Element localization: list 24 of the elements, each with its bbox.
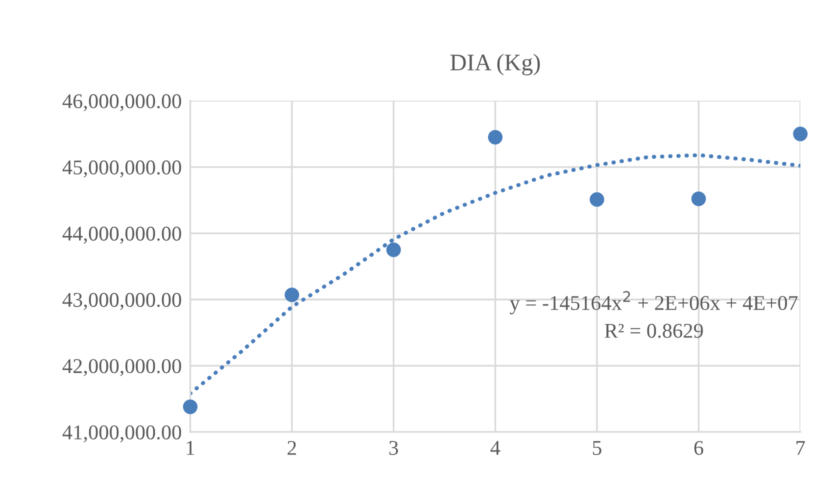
point [793, 126, 808, 142]
x-tick-label: 6 [694, 440, 704, 455]
point [284, 288, 300, 302]
x-tick-label: 1 [186, 441, 194, 455]
x-tick-label: 4 [490, 441, 500, 455]
y-tick-label: 44,000,000.00 [62, 226, 182, 244]
y-tick-label: 43,000,000.00 [62, 292, 182, 310]
y-tick-label: 41,000,000.00 [62, 425, 182, 442]
x-tick-label: 5 [592, 441, 602, 455]
point [386, 242, 401, 258]
x-tick-label: 2 [288, 440, 296, 455]
y-tick-label: 45,000,000.00 [62, 160, 182, 178]
point [182, 400, 198, 414]
y-tick-label: 46,000,000.00 [62, 94, 182, 112]
point [590, 192, 604, 207]
line-series [190, 153, 800, 396]
x-tick-label: 7 [796, 441, 805, 455]
point [488, 130, 503, 145]
annotation: R² = 0.8629 [604, 324, 703, 338]
annotation: y = -145164x$^{2}$ + 2E+06x + 4E+07 [510, 291, 798, 314]
y-tick-label: 42,000,000.00 [62, 359, 182, 376]
chart-title: DIA (Kg) [450, 54, 540, 76]
point [691, 192, 706, 206]
x-tick-label: 3 [389, 440, 398, 455]
